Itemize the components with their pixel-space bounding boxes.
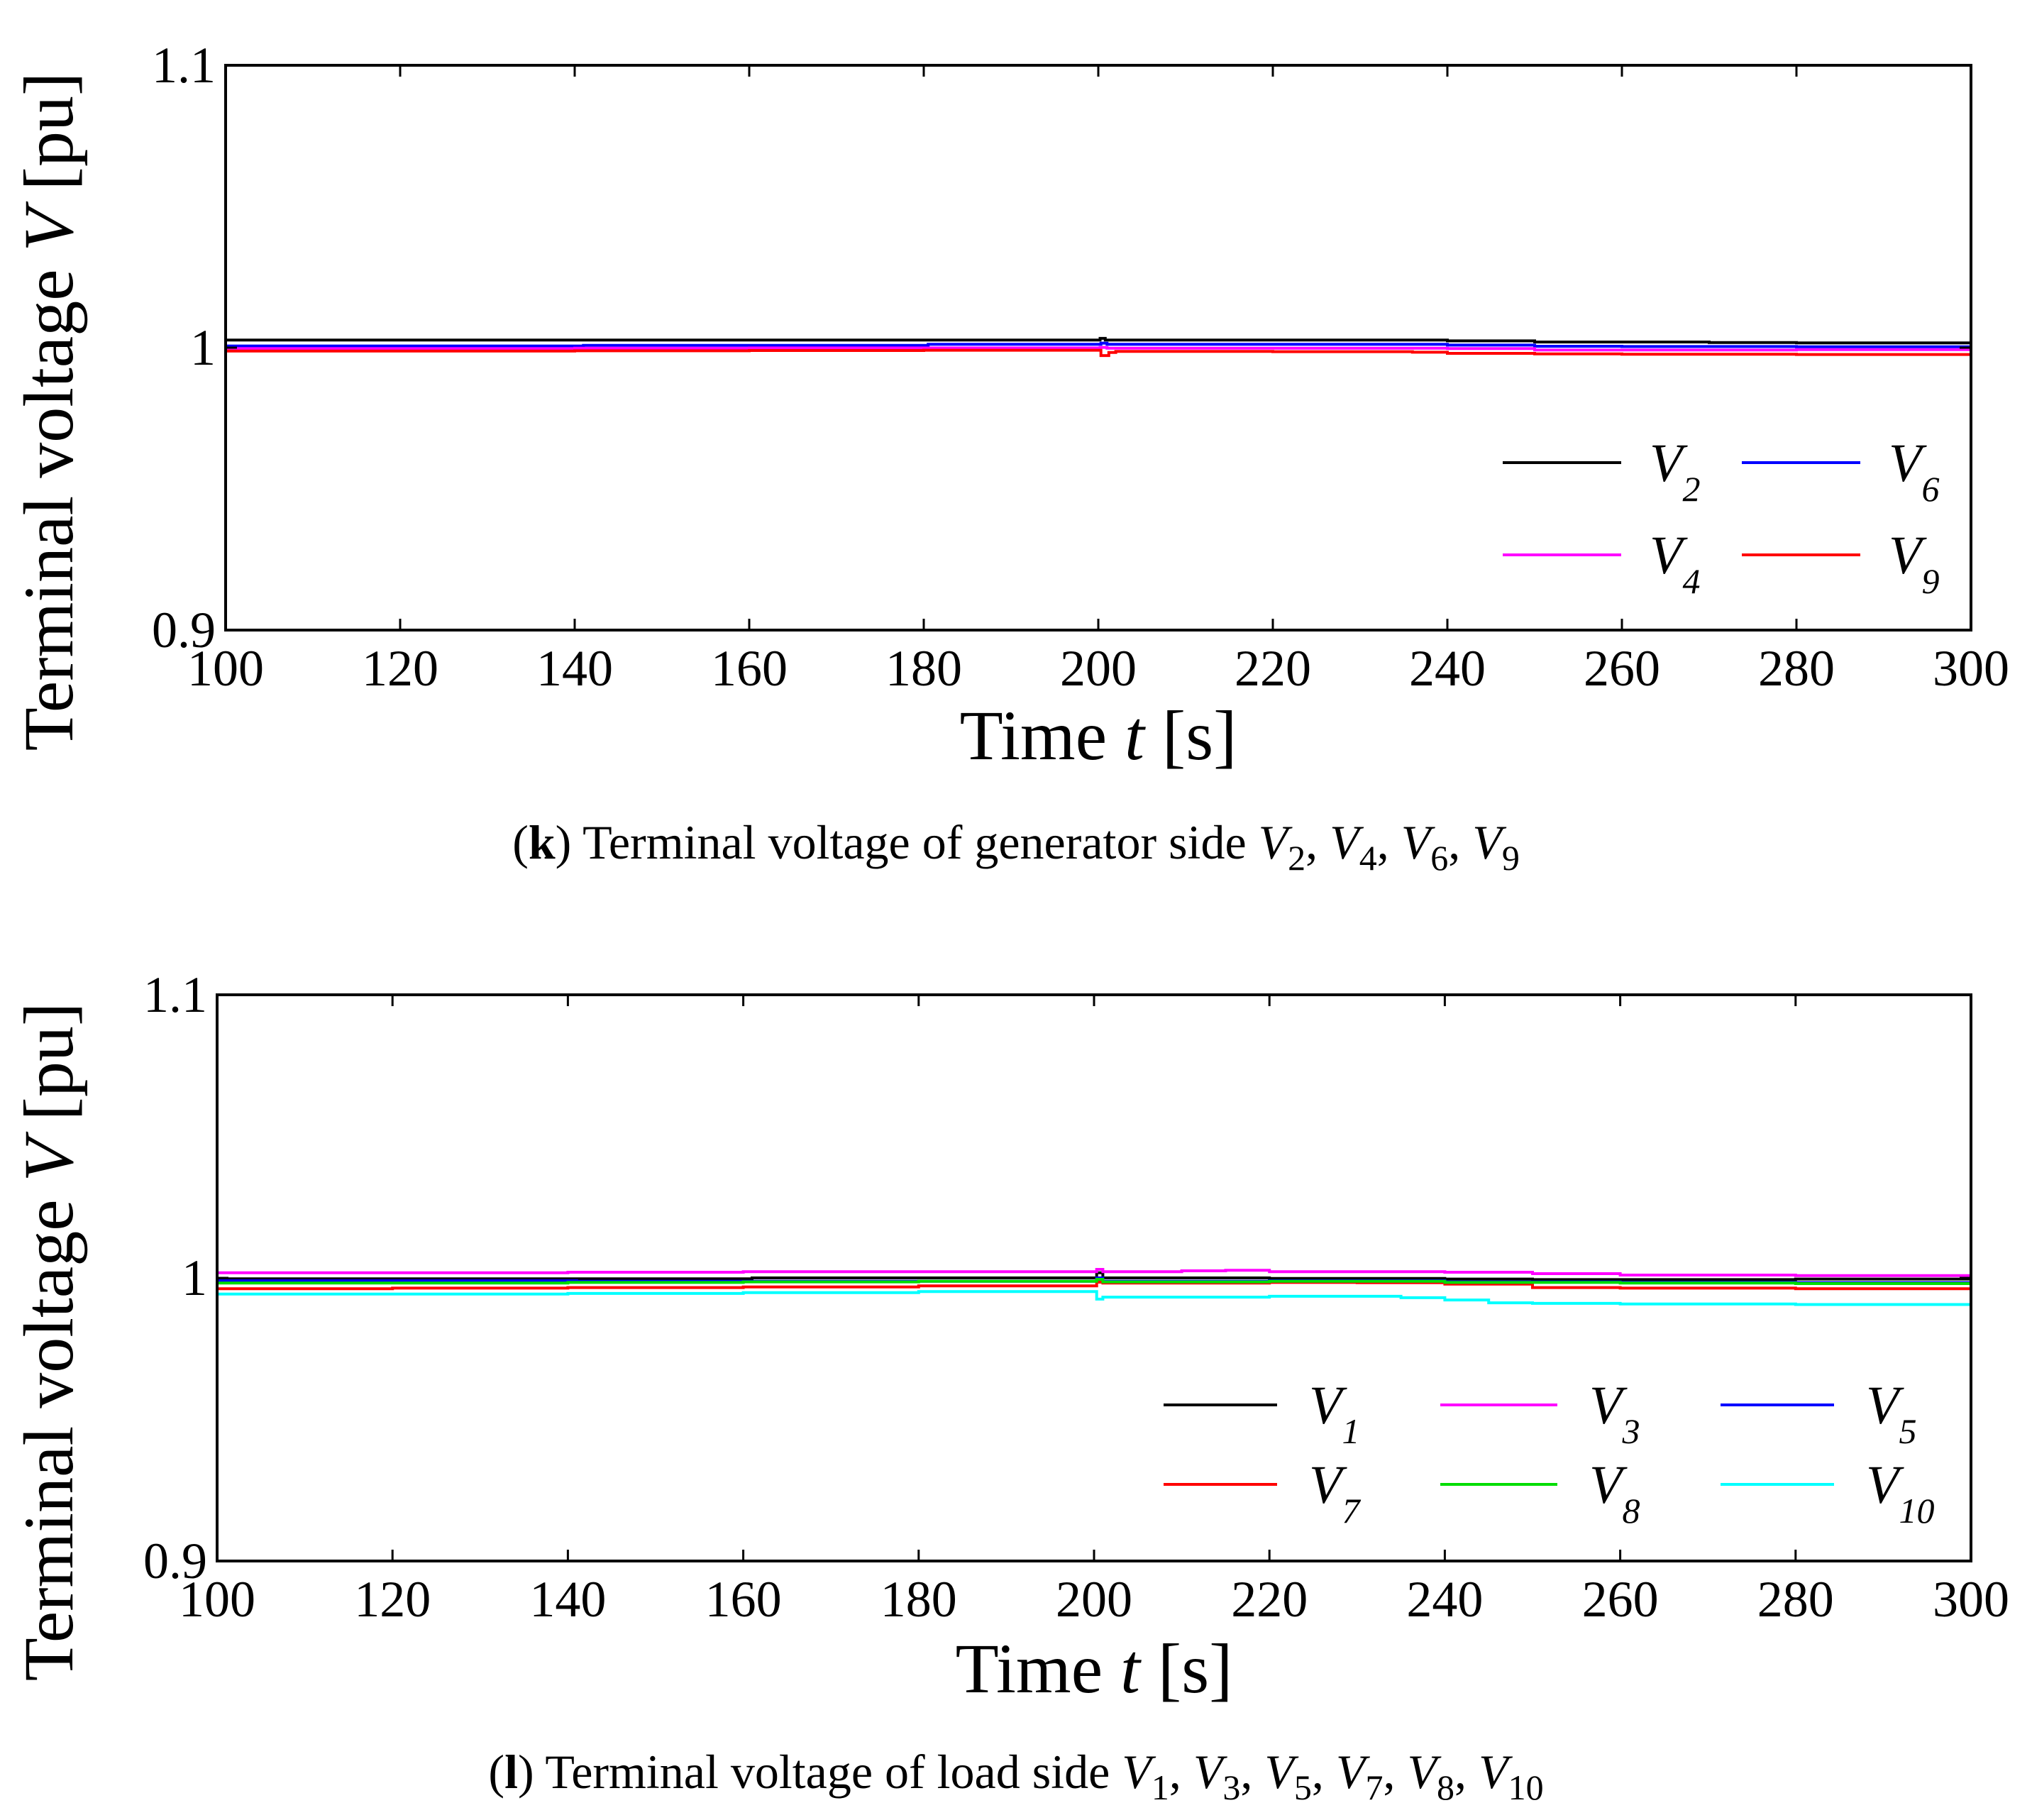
panel-k-x-tick-label: 300 (1933, 640, 2009, 697)
panel-l-x-tick-label: 240 (1406, 1571, 1483, 1628)
legend-label-V5: V5 (1866, 1376, 1916, 1451)
legend-label-V10: V10 (1866, 1455, 1934, 1531)
panel-k-x-axis-title: Time t [s] (960, 696, 1237, 775)
panel-l-x-tick-label: 200 (1056, 1571, 1132, 1628)
legend-label-V3: V3 (1589, 1376, 1640, 1451)
panel-l-x-tick-label: 140 (529, 1571, 606, 1628)
panel-l: 100 120 140 160 180 200 220 240 260 280 300 0.9 1 1.1… (9, 966, 2009, 1807)
panel-k-x-tick-label: 280 (1758, 640, 1835, 697)
panel-l-x-tick-label: 260 (1582, 1571, 1659, 1628)
legend-label-V2: V2 (1650, 434, 1700, 509)
panel-l-series-V10 (217, 1290, 1972, 1306)
panel-k-y-tick-label: 1 (190, 319, 216, 376)
panel-k-ticks: 100 120 140 160 180 200 220 240 260 280 300 0.9 1 1.1 (152, 37, 2009, 697)
panel-k-y-tick-label: 1.1 (152, 37, 216, 94)
panel-l-series-V1 (217, 1271, 1971, 1281)
panel-k-series (226, 336, 1972, 358)
legend-label-V8: V8 (1589, 1455, 1640, 1531)
legend-label-V4: V4 (1650, 526, 1700, 601)
panel-k-x-tick-label: 160 (711, 640, 788, 697)
panel-l-x-tick-label: 160 (705, 1571, 782, 1628)
panel-k-series-V2 (226, 336, 1972, 345)
panel-l-x-tick-label: 100 (179, 1571, 255, 1628)
panel-k-x-tick-label: 140 (536, 640, 613, 697)
panel-k-series-V9 (226, 348, 1972, 358)
panel-k-x-tick-label: 180 (885, 640, 962, 697)
legend-label-V7: V7 (1309, 1455, 1361, 1531)
panel-l-x-tick-label: 300 (1933, 1571, 2009, 1628)
panel-k-x-tick-label: 200 (1060, 640, 1137, 697)
legend-label-V6: V6 (1889, 434, 1939, 509)
panel-l-y-tick-label: 1.1 (143, 966, 207, 1023)
panel-k-series-V6 (226, 341, 1972, 348)
panel-l-x-tick-label: 280 (1757, 1571, 1834, 1628)
panel-l-y-tick-label: 0.9 (143, 1533, 207, 1589)
panel-l-x-tick-label: 120 (354, 1571, 431, 1628)
panel-l-series-V8 (217, 1278, 1971, 1285)
panel-k-x-tick-label: 120 (362, 640, 438, 697)
legend-label-V1: V1 (1309, 1376, 1359, 1451)
panel-l-y-tick-label: 1 (182, 1250, 207, 1306)
panel-l-x-axis-title: Time t [s] (956, 1629, 1233, 1708)
panel-l-x-tick-label: 220 (1231, 1571, 1308, 1628)
panel-k-x-tick-label: 100 (187, 640, 264, 697)
panel-l-series-V3 (217, 1268, 1971, 1277)
panel-l-ticks: 100 120 140 160 180 200 220 240 260 280 300 0.9 1 1.1 (143, 966, 2009, 1628)
panel-l-y-axis-title: Terminal voltage V [pu] (9, 1003, 88, 1682)
panel-k-y-axis-title: Terminal voltage V [pu] (9, 72, 88, 751)
panel-l-legend: V1 V3 V5 V7 V8 V10 (1164, 1376, 1934, 1531)
panel-k-x-tick-label: 260 (1584, 640, 1660, 697)
legend-label-V9: V9 (1889, 526, 1939, 601)
panel-k: 100 120 140 160 180 200 220 240 260 280 300 0.9 1 1.1… (9, 37, 2009, 878)
panel-l-series (217, 1268, 1972, 1306)
panel-k-legend: V2 V6 V4 V9 (1503, 434, 1939, 601)
panel-k-x-tick-label: 220 (1235, 640, 1311, 697)
panel-k-series-V4 (226, 346, 1971, 352)
panel-k-x-tick-label: 240 (1409, 640, 1486, 697)
panel-l-caption: (l) Terminal voltage of load side V1, V3… (488, 1745, 1543, 1807)
panel-k-caption: (k) Terminal voltage of generator side V… (512, 815, 1520, 878)
panel-l-x-tick-label: 180 (880, 1571, 957, 1628)
panel-k-y-tick-label: 0.9 (152, 602, 216, 658)
